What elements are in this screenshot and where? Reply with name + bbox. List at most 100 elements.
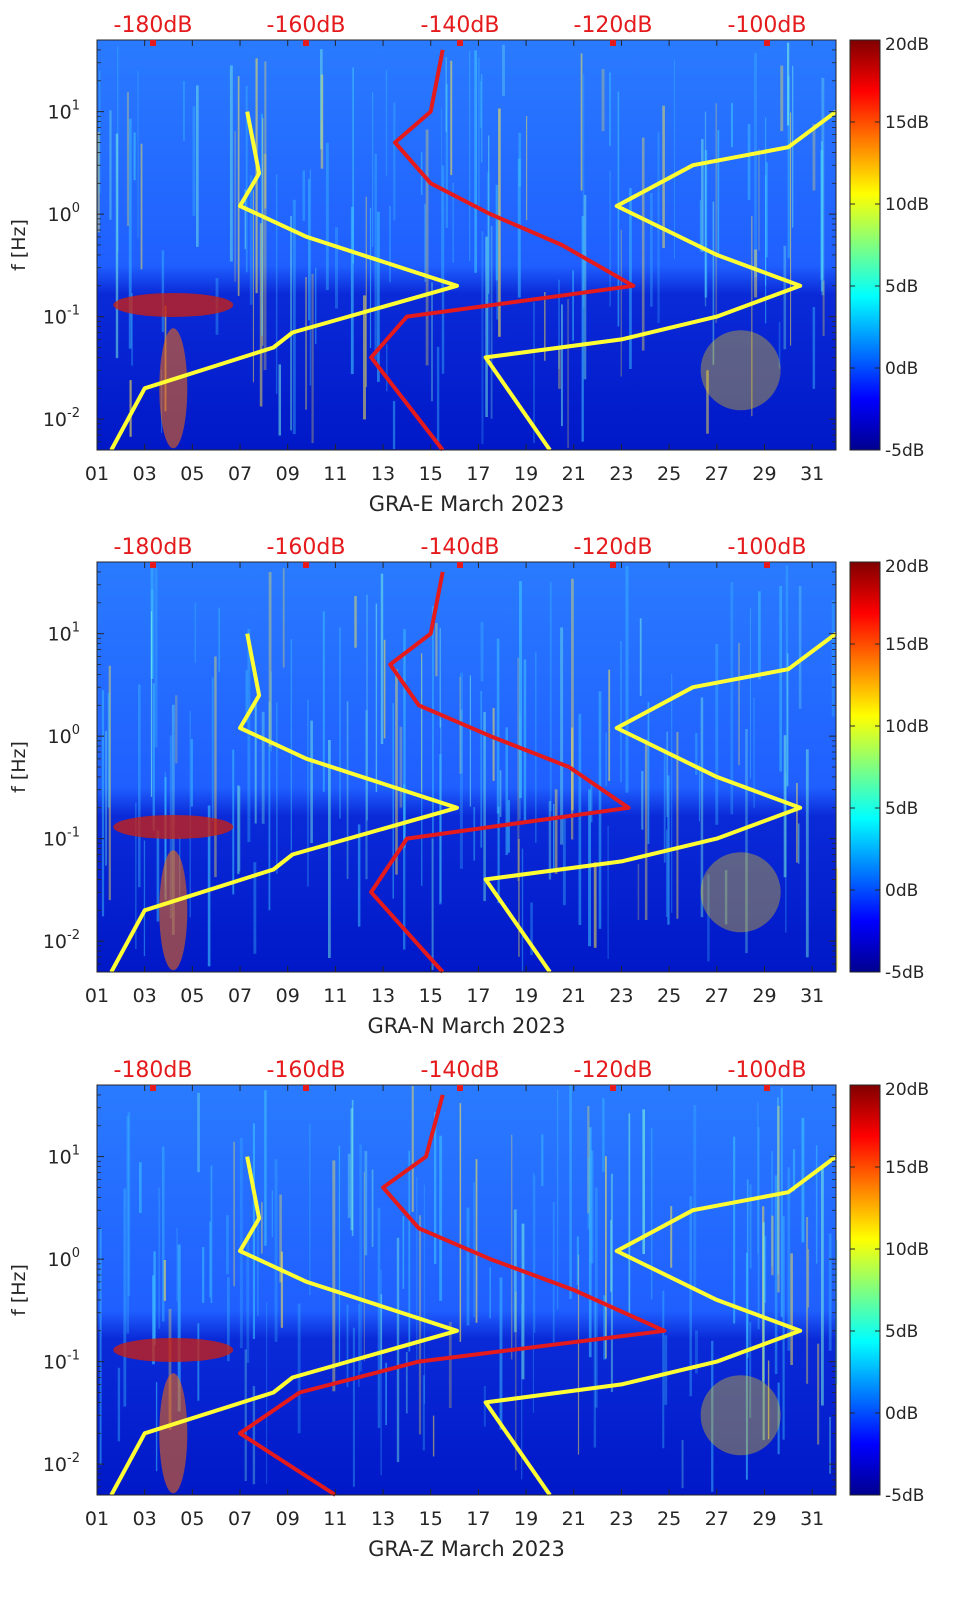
x-tick-label: 29 [752,463,776,485]
colorbar-label: 5dB [885,799,918,819]
top-axis-label: -160dB [267,1058,346,1083]
colorbar [849,39,881,451]
x-tick-label: 05 [180,985,204,1007]
top-axis-tick [150,562,156,568]
top-axis-tick [610,40,616,46]
colorbar-label: 15dB [885,635,929,655]
top-axis-tick [303,1085,309,1091]
x-tick-label: 31 [800,985,824,1007]
top-axis-tick [150,1085,156,1091]
series-line-3 [369,571,631,974]
colorbar-label: 15dB [885,113,929,133]
top-axis-tick [457,562,463,568]
colorbar-label: 0dB [885,1404,918,1424]
top-axis-label: -100dB [728,535,807,560]
x-tick-label: 29 [752,985,776,1007]
x-tick-label: 11 [323,1508,347,1530]
top-axis-tick [457,40,463,46]
colorbar-label: 15dB [885,1158,929,1178]
colorbar [849,561,881,973]
top-axis-tick [150,40,156,46]
x-tick-label: 17 [466,985,490,1007]
colorbar-label: 5dB [885,1322,918,1342]
spectrogram-background [97,40,836,450]
spectrogram-background [97,1085,836,1495]
x-tick-label: 27 [705,985,729,1007]
x-tick-label: 07 [228,985,252,1007]
x-tick-label: 15 [419,463,443,485]
spectrogram-texture [99,1085,838,1494]
x-tick-label: 27 [705,463,729,485]
x-tick-label: 23 [609,463,633,485]
y-tick-label: 100 [48,201,80,226]
top-axis-label: -140dB [421,1058,500,1083]
top-axis-label: -140dB [421,13,500,38]
x-tick-label: 01 [85,985,109,1007]
y-tick-label: 100 [48,723,80,748]
y-tick-label: 10-1 [43,826,80,851]
colorbar-label: 10dB [885,195,929,215]
y-tick-label: 10-1 [43,304,80,329]
colorbar-label: 20dB [885,1080,929,1100]
x-tick-label: 17 [466,463,490,485]
y-tick-label: 10-2 [43,406,80,431]
spectrogram-texture [97,42,825,450]
x-tick-label: 11 [323,985,347,1007]
colorbar-label: 20dB [885,35,929,55]
x-tick-label: 13 [371,1508,395,1530]
x-tick-label: 15 [419,985,443,1007]
colorbar-label: -5dB [885,441,924,461]
x-tick-label: 21 [562,1508,586,1530]
x-tick-label: 01 [85,1508,109,1530]
spectrogram-panel-1: 01 03 05 07 09 11 13 15 17 19 21 23 25 27 29 31 10-2 10-1… [8,13,929,516]
top-axis-tick [303,562,309,568]
top-axis-label: -180dB [114,535,193,560]
series-line-2 [483,631,838,974]
y-axis-label: f [Hz] [8,219,30,271]
x-tick-label: 21 [562,463,586,485]
x-tick-label: 09 [276,1508,300,1530]
x-tick-label: 19 [514,463,538,485]
top-axis-label: -120dB [574,535,653,560]
y-tick-label: 101 [48,621,80,646]
top-axis-tick [610,562,616,568]
y-tick-label: 101 [48,99,80,124]
x-axis-label: GRA-E March 2023 [369,492,565,516]
top-axis-tick [764,40,770,46]
x-tick-label: 23 [609,985,633,1007]
colorbar-label: -5dB [885,1486,924,1506]
top-axis-label: -160dB [267,535,346,560]
x-tick-label: 17 [466,1508,490,1530]
spectrogram-panel-2: 01 03 05 07 09 11 13 15 17 19 21 23 25 27 29 31 10-2 10-1… [8,535,929,1038]
y-axis-label: f [Hz] [8,741,30,793]
x-tick-label: 31 [800,463,824,485]
top-axis-tick [764,562,770,568]
x-tick-label: 03 [133,1508,157,1530]
x-tick-label: 31 [800,1508,824,1530]
spectrogram-panel-3: 01 03 05 07 09 11 13 15 17 19 21 23 25 27 29 31 10-2 10-1… [8,1058,929,1561]
x-tick-label: 11 [323,463,347,485]
colorbar [849,1084,881,1496]
x-tick-label: 19 [514,985,538,1007]
x-tick-label: 21 [562,985,586,1007]
x-tick-label: 09 [276,463,300,485]
colorbar-label: 10dB [885,1240,929,1260]
colorbar-label: 0dB [885,359,918,379]
spectrogram-background [97,562,836,972]
top-axis-label: -160dB [267,13,346,38]
series-line-2 [483,1154,838,1497]
top-axis-tick [457,1085,463,1091]
x-tick-label: 01 [85,463,109,485]
x-tick-label: 23 [609,1508,633,1530]
top-axis-tick [610,1085,616,1091]
colorbar-label: 0dB [885,881,918,901]
x-tick-label: 07 [228,463,252,485]
top-axis-label: -180dB [114,13,193,38]
x-tick-label: 27 [705,1508,729,1530]
y-tick-label: 101 [48,1144,80,1169]
colorbar-label: -5dB [885,963,924,983]
x-axis-label: GRA-Z March 2023 [368,1537,565,1561]
colorbar-label: 5dB [885,277,918,297]
top-axis-label: -140dB [421,535,500,560]
